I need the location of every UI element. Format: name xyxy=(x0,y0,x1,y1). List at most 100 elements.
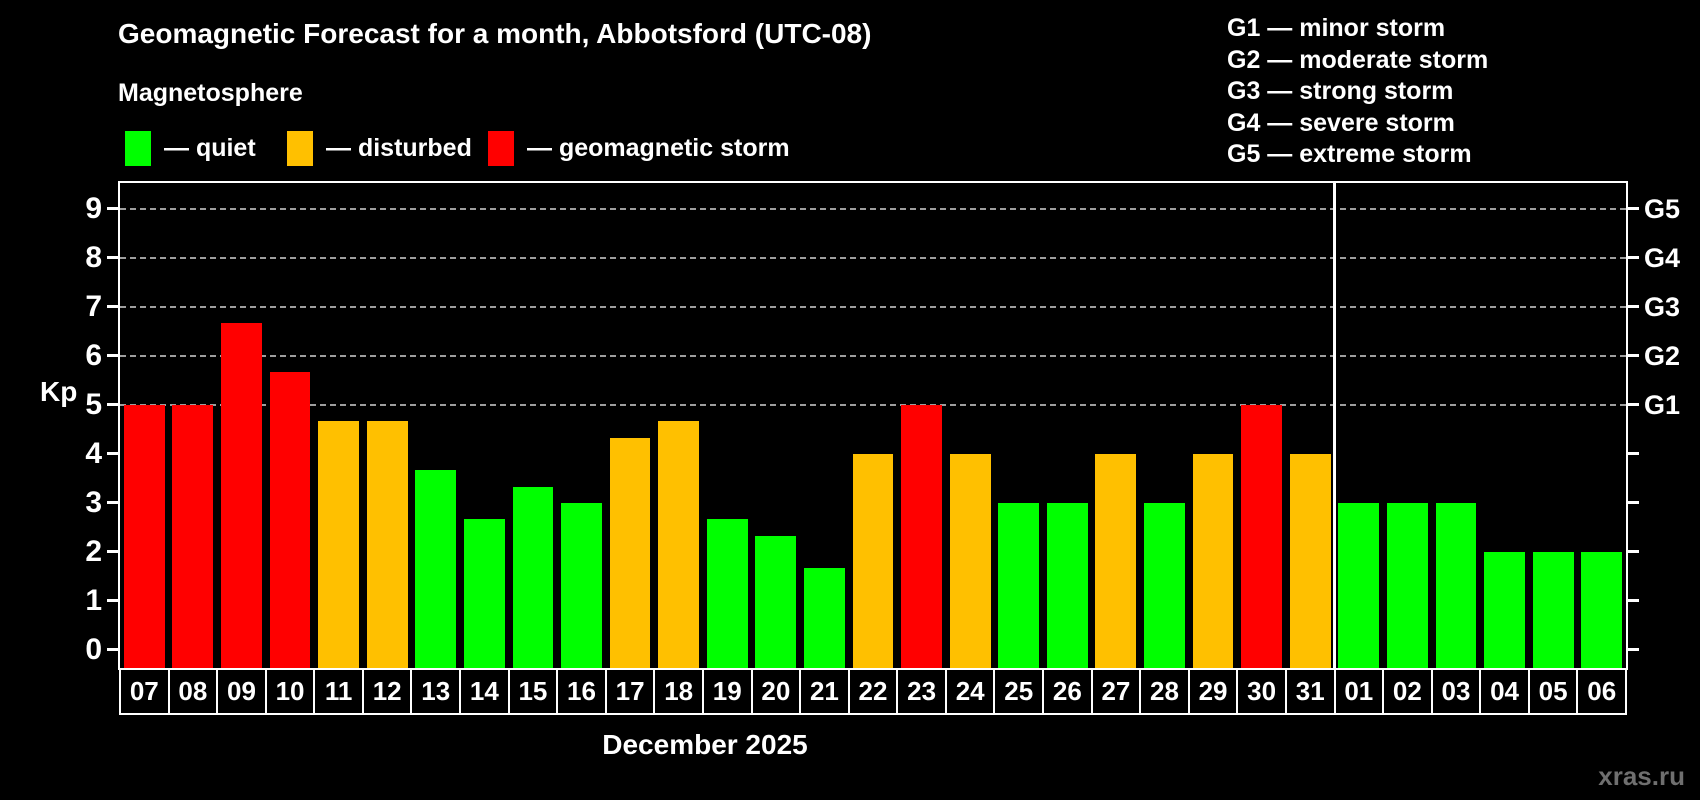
g4-legend-line: G4 — severe storm xyxy=(1227,108,1455,137)
y-tick-label-7: 7 xyxy=(85,289,102,323)
day-label-25: 25 xyxy=(993,668,1045,715)
bar-30 xyxy=(1241,404,1283,668)
day-label-16: 16 xyxy=(556,668,607,715)
watermark: xras.ru xyxy=(1598,761,1685,791)
day-label-20: 20 xyxy=(750,668,802,715)
storm-color-swatch xyxy=(488,131,514,166)
bar-02 xyxy=(1386,502,1428,668)
bar-22 xyxy=(852,453,894,668)
y-tick-label-6: 6 xyxy=(85,338,102,372)
bar-31 xyxy=(1289,453,1331,668)
left-tick-6 xyxy=(107,354,118,358)
g3-legend-line: G3 — strong storm xyxy=(1227,77,1454,106)
legend-item-storm: — geomagnetic storm xyxy=(488,131,790,166)
bar-11 xyxy=(318,421,359,668)
y-tick-label-1: 1 xyxy=(85,583,102,617)
left-tick-7 xyxy=(107,305,118,309)
day-label-09: 09 xyxy=(216,668,267,715)
right-tick-7 xyxy=(1628,305,1639,309)
gridline-kp8 xyxy=(120,256,1626,259)
y-tick-label-8: 8 xyxy=(85,240,102,274)
day-label-07: 07 xyxy=(119,668,170,715)
day-label-30: 30 xyxy=(1236,668,1287,715)
left-tick-1 xyxy=(107,599,118,603)
legend-item-quiet: — quiet xyxy=(125,131,256,166)
day-label-14: 14 xyxy=(459,668,510,715)
bar-27 xyxy=(1095,453,1137,668)
right-tick-9 xyxy=(1628,207,1639,211)
left-tick-5 xyxy=(107,403,118,407)
day-label-28: 28 xyxy=(1139,668,1190,715)
bar-21 xyxy=(804,568,845,668)
chart-subtitle: Magnetosphere xyxy=(118,79,303,107)
plot-area: 0 1 2 3 4 5 6 7 8 9 G1 G2 G3 G4 G5 xyxy=(85,181,1680,670)
right-tick-3 xyxy=(1628,501,1639,505)
bar-26 xyxy=(1046,502,1088,668)
gridline-kp5 xyxy=(120,403,1626,406)
day-label-03: 03 xyxy=(1430,668,1482,715)
gridline-kp7 xyxy=(120,305,1626,308)
y-axis-title: Kp xyxy=(40,376,78,407)
bar-06 xyxy=(1581,551,1623,668)
left-tick-0 xyxy=(107,648,118,652)
day-label-18: 18 xyxy=(653,668,704,715)
right-tick-6 xyxy=(1628,354,1639,358)
bar-19 xyxy=(706,519,748,668)
disturbed-color-swatch xyxy=(287,131,313,166)
bar-24 xyxy=(949,453,991,668)
bar-04 xyxy=(1484,551,1525,668)
day-label-27: 27 xyxy=(1090,668,1142,715)
day-label-21: 21 xyxy=(799,668,850,715)
day-label-12: 12 xyxy=(361,668,413,715)
day-label-29: 29 xyxy=(1187,668,1239,715)
y-tick-label-5: 5 xyxy=(85,387,102,421)
bar-29 xyxy=(1192,453,1234,668)
right-tick-8 xyxy=(1628,256,1639,260)
right-tick-4 xyxy=(1628,452,1639,456)
g-level-label-G4: G4 xyxy=(1644,242,1681,273)
y-tick-label-2: 2 xyxy=(85,534,102,568)
y-tick-label-3: 3 xyxy=(85,485,102,519)
bar-17 xyxy=(609,437,651,668)
bar-12 xyxy=(366,421,408,668)
y-tick-label-0: 0 xyxy=(85,632,102,666)
day-label-11: 11 xyxy=(313,668,364,715)
right-tick-5 xyxy=(1628,403,1639,407)
chart-title: Geomagnetic Forecast for a month, Abbots… xyxy=(118,18,872,49)
g1-legend-line: G1 — minor storm xyxy=(1227,14,1446,42)
bar-23 xyxy=(901,404,942,668)
day-label-02: 02 xyxy=(1382,668,1433,715)
bar-10 xyxy=(269,372,311,668)
day-label-06: 06 xyxy=(1576,668,1627,715)
bar-16 xyxy=(561,502,602,668)
bar-25 xyxy=(998,502,1040,668)
day-label-23: 23 xyxy=(896,668,947,715)
bar-18 xyxy=(658,421,700,668)
g-scale-legend: G1 — minor storm G2 — moderate storm G3 … xyxy=(1227,13,1488,171)
left-tick-4 xyxy=(107,452,118,456)
left-tick-2 xyxy=(107,550,118,554)
bar-09 xyxy=(221,323,262,668)
gridline-kp6 xyxy=(120,354,1626,357)
quiet-color-swatch xyxy=(125,131,151,166)
day-label-19: 19 xyxy=(701,668,753,715)
right-tick-0 xyxy=(1628,648,1639,652)
g-level-label-G3: G3 xyxy=(1644,291,1681,322)
bar-08 xyxy=(172,404,214,668)
bar-14 xyxy=(463,519,505,668)
day-label-08: 08 xyxy=(167,668,219,715)
g-level-label-G2: G2 xyxy=(1644,340,1681,371)
day-label-04: 04 xyxy=(1479,668,1530,715)
day-label-05: 05 xyxy=(1527,668,1579,715)
right-tick-2 xyxy=(1628,550,1639,554)
bar-20 xyxy=(755,535,797,668)
bar-03 xyxy=(1435,502,1477,668)
g-level-label-G1: G1 xyxy=(1644,389,1681,420)
day-label-13: 13 xyxy=(410,668,462,715)
legend-label-disturbed: — disturbed xyxy=(326,134,472,162)
x-axis-day-labels: 07 08 09 10 11 12 13 14 15 16 17 18 19 20 21 22 23 24 25 26… xyxy=(119,668,1627,715)
bar-01 xyxy=(1338,502,1380,668)
gridline-kp9 xyxy=(120,207,1626,210)
left-tick-3 xyxy=(107,501,118,505)
